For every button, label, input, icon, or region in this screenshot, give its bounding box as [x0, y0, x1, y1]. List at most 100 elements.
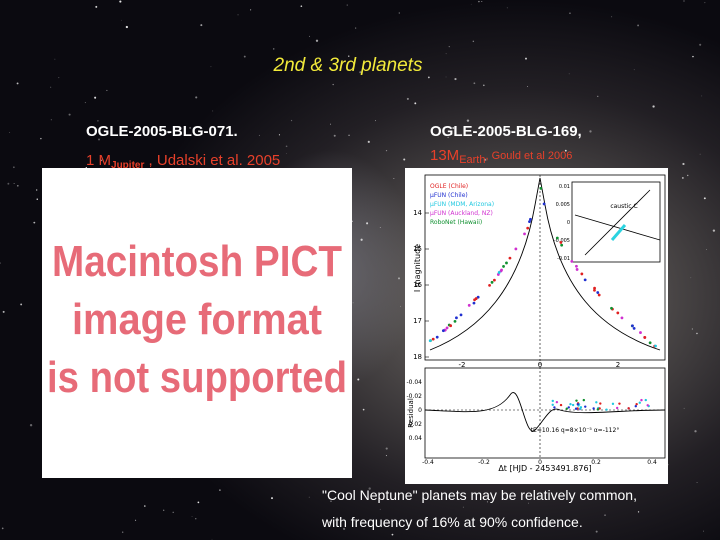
point	[567, 406, 570, 409]
point	[593, 286, 596, 290]
point	[646, 404, 649, 407]
residual-tick-label: -0.04	[406, 379, 422, 386]
point	[579, 406, 583, 409]
star	[448, 45, 450, 48]
star	[29, 424, 33, 427]
star	[125, 25, 129, 29]
star	[250, 9, 252, 11]
star	[611, 16, 613, 18]
legend-entry: RoboNet (Hawaii)	[430, 219, 482, 226]
star	[258, 134, 260, 136]
star	[355, 27, 357, 29]
point	[528, 220, 531, 223]
star	[163, 509, 165, 511]
point	[555, 400, 559, 404]
right-heading: OGLE-2005-BLG-169,	[430, 123, 582, 140]
star	[16, 82, 19, 85]
inset-tick-label: -0.01	[557, 256, 570, 262]
point	[640, 398, 643, 402]
inset-track	[610, 224, 627, 241]
star	[385, 447, 388, 450]
point	[639, 331, 642, 334]
star	[362, 408, 365, 411]
star	[701, 95, 703, 97]
legend-entry: μFUN (Auckland, NZ)	[430, 210, 493, 217]
star	[406, 97, 409, 100]
point	[593, 288, 596, 292]
point	[632, 326, 636, 330]
star	[379, 508, 381, 510]
x-tick-label: 2	[616, 361, 620, 369]
main-panel	[424, 174, 666, 361]
star	[706, 249, 707, 250]
y-tick-label: 17	[413, 317, 422, 325]
star	[211, 538, 213, 540]
star	[470, 3, 472, 5]
star	[195, 518, 197, 520]
star	[692, 55, 694, 58]
star	[243, 55, 246, 58]
inset-label: caustic C	[610, 203, 637, 210]
star	[481, 1, 483, 3]
star	[33, 221, 36, 224]
star	[473, 82, 476, 85]
star	[452, 126, 455, 129]
star	[506, 7, 508, 9]
star	[121, 19, 122, 21]
star	[704, 2, 706, 4]
point	[644, 398, 647, 402]
point	[559, 241, 563, 244]
y-axis-label: I magnitude	[413, 244, 422, 292]
x-axis-label: Δt [HJD - 2453491.876]	[498, 464, 591, 473]
star	[119, 0, 122, 3]
star	[348, 134, 350, 137]
point	[497, 271, 501, 274]
point	[595, 401, 598, 404]
annotation: tE=10.16 q=8×10⁻⁵ α=-112°	[531, 427, 620, 434]
star	[95, 5, 98, 8]
star	[385, 455, 387, 457]
x-tick-label: -2	[459, 361, 466, 369]
star	[527, 502, 529, 504]
star	[359, 71, 362, 74]
point	[574, 407, 578, 410]
placeholder-line: image format	[72, 295, 322, 344]
point	[569, 402, 572, 406]
star	[454, 77, 457, 81]
star	[691, 328, 693, 330]
legend-entry: μFUN (MDM, Arizona)	[430, 201, 494, 208]
point	[631, 324, 634, 328]
point	[472, 301, 476, 305]
star	[237, 14, 239, 16]
star	[191, 516, 193, 517]
text: , Udalski et al. 2005	[144, 152, 280, 169]
star	[330, 500, 332, 503]
point	[490, 280, 494, 284]
y-tick-label: 16	[413, 281, 422, 289]
star	[712, 229, 716, 232]
star	[100, 159, 102, 162]
star	[133, 163, 135, 165]
star	[525, 57, 527, 60]
star	[385, 150, 388, 152]
star	[9, 132, 11, 133]
star	[1, 527, 4, 530]
star	[703, 197, 706, 200]
point	[508, 256, 512, 260]
point	[441, 329, 445, 333]
point	[559, 403, 563, 407]
points	[428, 186, 657, 411]
star	[328, 521, 332, 524]
point	[611, 402, 615, 406]
star	[366, 222, 369, 225]
star	[97, 120, 99, 122]
point	[627, 407, 630, 410]
slide-title: 2nd & 3rd planets	[273, 55, 423, 76]
legend: OGLE (Chile) μFUN (Chile) μFUN (MDM, Arizo…	[430, 183, 494, 226]
star	[285, 145, 288, 148]
point	[654, 344, 657, 348]
star	[398, 277, 400, 280]
point	[592, 407, 595, 410]
star	[94, 96, 97, 99]
